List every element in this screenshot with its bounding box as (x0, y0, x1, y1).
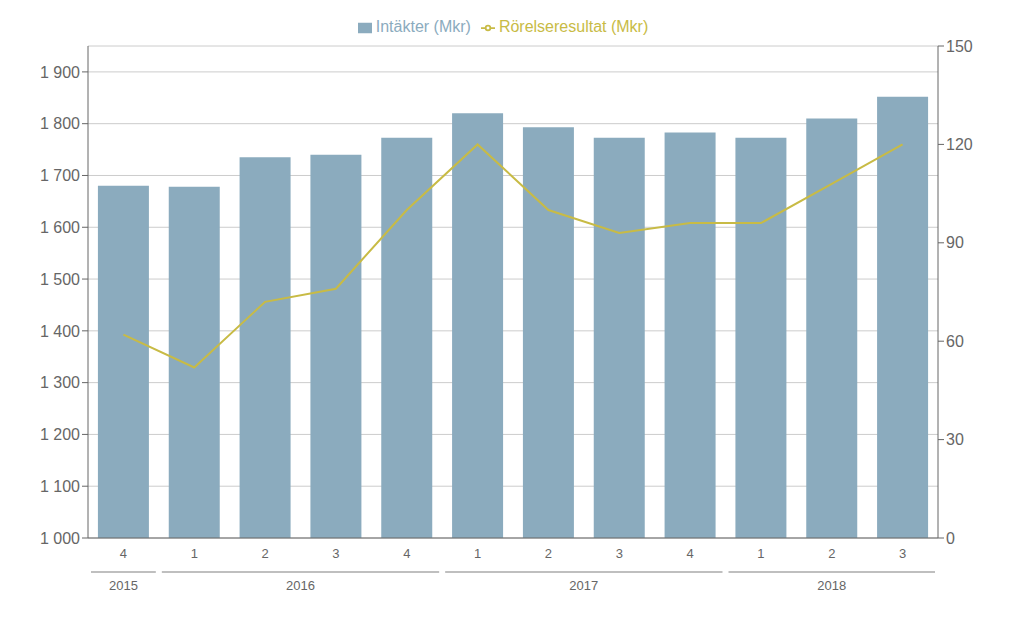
svg-text:150: 150 (946, 38, 973, 55)
svg-text:2017: 2017 (569, 578, 598, 593)
svg-text:2: 2 (828, 546, 835, 561)
html-text:Intäkter (Mkr): Intäkter (Mkr) (375, 18, 471, 35)
svg-text:1: 1 (191, 546, 198, 561)
svg-text:1 800: 1 800 (40, 115, 80, 132)
svg-text:3: 3 (899, 546, 906, 561)
svg-text:1 900: 1 900 (40, 64, 80, 81)
svg-text:1 000: 1 000 (40, 530, 80, 547)
svg-text:4: 4 (120, 546, 127, 561)
svg-text:0: 0 (946, 530, 955, 547)
svg-text:1 100: 1 100 (40, 478, 80, 495)
svg-text:4: 4 (403, 546, 410, 561)
svg-text:120: 120 (946, 136, 973, 153)
svg-text:3: 3 (332, 546, 339, 561)
svg-text:1: 1 (474, 546, 481, 561)
svg-text:1 600: 1 600 (40, 219, 80, 236)
svg-text:1 700: 1 700 (40, 167, 80, 184)
svg-text:60: 60 (946, 333, 964, 350)
svg-text:2015: 2015 (109, 578, 138, 593)
svg-text:1 200: 1 200 (40, 426, 80, 443)
svg-text:2016: 2016 (286, 578, 315, 593)
svg-text:4: 4 (686, 546, 693, 561)
svg-text:1: 1 (757, 546, 764, 561)
svg-text:2018: 2018 (817, 578, 846, 593)
svg-text:1 500: 1 500 (40, 271, 80, 288)
svg-text:1 300: 1 300 (40, 374, 80, 391)
svg-text:1 400: 1 400 (40, 323, 80, 340)
svg-text:2: 2 (545, 546, 552, 561)
html-text:Rörelseresultat (Mkr): Rörelseresultat (Mkr) (498, 18, 649, 35)
svg-text:3: 3 (616, 546, 623, 561)
svg-text:90: 90 (946, 234, 964, 251)
svg-text:30: 30 (946, 431, 964, 448)
svg-text:2: 2 (261, 546, 268, 561)
